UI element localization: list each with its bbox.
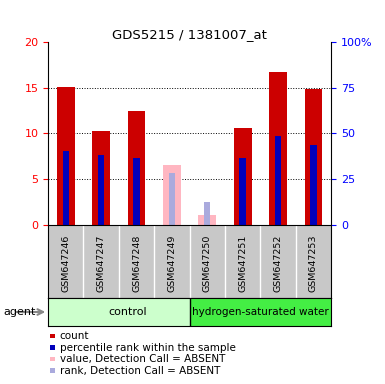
- Text: percentile rank within the sample: percentile rank within the sample: [60, 343, 236, 353]
- Text: GSM647253: GSM647253: [309, 235, 318, 292]
- Bar: [204, 202, 211, 225]
- Title: GDS5215 / 1381007_at: GDS5215 / 1381007_at: [112, 28, 267, 41]
- Bar: [198, 215, 216, 225]
- Bar: [163, 166, 181, 225]
- Text: GSM647249: GSM647249: [167, 235, 176, 292]
- Text: GSM647250: GSM647250: [203, 235, 212, 292]
- Text: GSM647247: GSM647247: [97, 235, 106, 292]
- Text: control: control: [109, 307, 147, 317]
- Bar: [275, 136, 281, 225]
- Bar: [98, 156, 104, 225]
- Bar: [169, 173, 175, 225]
- Text: GSM647246: GSM647246: [61, 235, 70, 292]
- Text: rank, Detection Call = ABSENT: rank, Detection Call = ABSENT: [60, 366, 220, 376]
- Text: GSM647252: GSM647252: [273, 235, 283, 292]
- Bar: [57, 87, 75, 225]
- Bar: [239, 158, 246, 225]
- Bar: [234, 128, 251, 225]
- Text: value, Detection Call = ABSENT: value, Detection Call = ABSENT: [60, 354, 225, 364]
- Bar: [63, 151, 69, 225]
- Text: agent: agent: [4, 307, 36, 317]
- Text: count: count: [60, 331, 89, 341]
- Bar: [310, 145, 316, 225]
- Text: GSM647251: GSM647251: [238, 235, 247, 292]
- Bar: [190, 298, 331, 326]
- Text: hydrogen-saturated water: hydrogen-saturated water: [192, 307, 329, 317]
- Bar: [269, 72, 287, 225]
- Bar: [305, 89, 322, 225]
- Bar: [128, 111, 146, 225]
- Text: GSM647248: GSM647248: [132, 235, 141, 292]
- Bar: [133, 158, 140, 225]
- Bar: [92, 131, 110, 225]
